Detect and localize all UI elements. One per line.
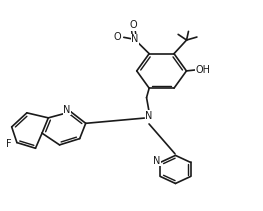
Text: O: O xyxy=(130,20,137,30)
Text: N: N xyxy=(153,156,160,166)
Text: OH: OH xyxy=(195,65,210,75)
Text: N: N xyxy=(131,34,138,44)
Text: N: N xyxy=(63,105,71,115)
Text: N: N xyxy=(145,111,153,121)
Text: O: O xyxy=(113,32,121,42)
Text: F: F xyxy=(6,139,12,149)
